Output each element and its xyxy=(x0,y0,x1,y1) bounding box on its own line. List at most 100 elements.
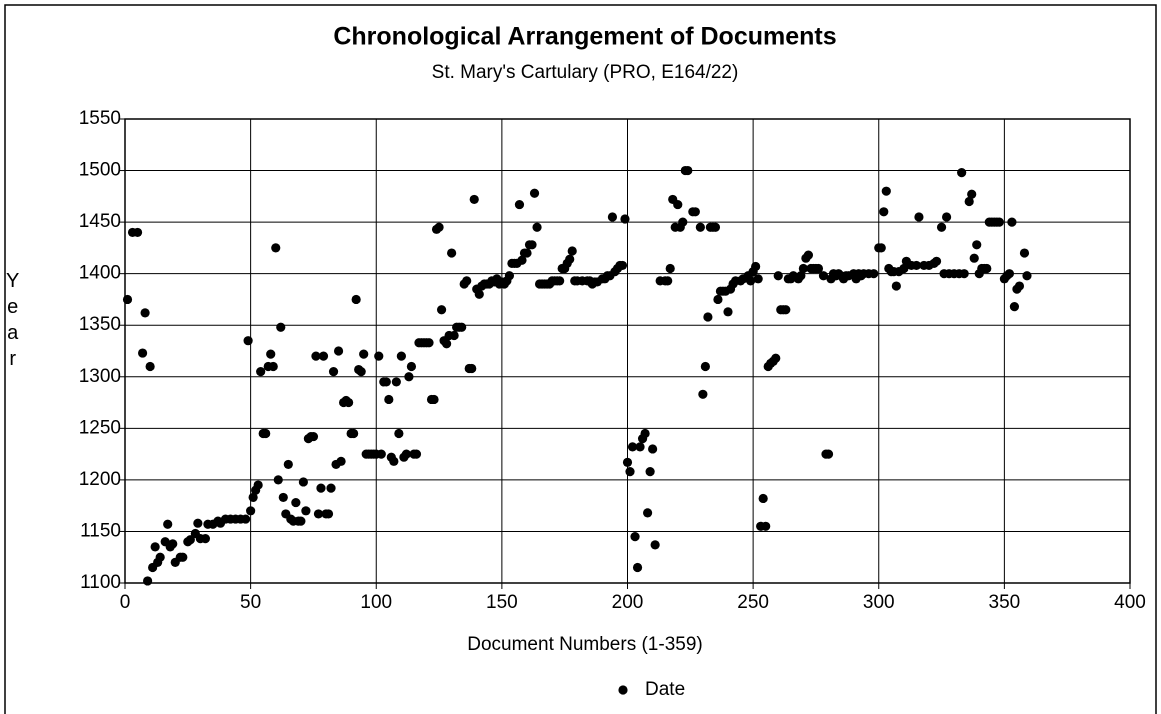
frame xyxy=(4,4,1157,714)
data-point xyxy=(301,506,311,516)
data-point xyxy=(567,246,577,256)
data-point xyxy=(632,562,643,573)
data-point xyxy=(967,189,977,199)
data-point xyxy=(132,227,143,238)
data-point xyxy=(163,519,173,529)
data-point xyxy=(406,361,417,372)
data-point xyxy=(1014,281,1025,291)
data-point xyxy=(713,294,723,305)
data-point xyxy=(256,367,266,377)
data-point xyxy=(429,394,439,405)
chart-title: Chronological Arrangement of Documents xyxy=(333,23,836,51)
data-point xyxy=(253,480,263,490)
data-point xyxy=(695,222,705,232)
data-point xyxy=(1022,271,1032,281)
data-point xyxy=(243,336,253,346)
x-tick-label: 0 xyxy=(120,592,131,613)
data-point xyxy=(640,428,650,439)
data-point xyxy=(140,308,150,318)
data-point xyxy=(700,361,710,372)
x-tick-label: 250 xyxy=(737,592,769,613)
data-point xyxy=(266,349,276,359)
data-point xyxy=(803,250,814,260)
data-point xyxy=(434,222,444,232)
data-point xyxy=(710,222,721,232)
data-point xyxy=(246,506,256,516)
chart-subtitle: St. Mary's Cartulary (PRO, E164/22) xyxy=(432,62,739,83)
data-point xyxy=(914,212,924,222)
data-point xyxy=(326,483,336,493)
x-tick-label: 200 xyxy=(612,592,644,613)
data-point xyxy=(424,338,434,348)
data-point xyxy=(1007,217,1017,227)
data-point xyxy=(155,552,165,562)
data-point xyxy=(643,508,653,518)
data-point xyxy=(761,521,771,531)
data-point xyxy=(620,214,630,224)
data-point xyxy=(555,276,565,286)
data-point xyxy=(122,294,133,305)
data-point xyxy=(650,540,660,550)
data-point xyxy=(462,276,472,286)
data-point xyxy=(442,339,452,349)
data-point xyxy=(248,492,258,503)
y-tick-label: 1250 xyxy=(79,417,121,438)
data-point xyxy=(957,168,967,178)
data-point xyxy=(645,467,655,477)
data-point xyxy=(298,477,308,487)
legend-marker xyxy=(618,685,628,695)
data-point xyxy=(178,552,188,562)
data-point xyxy=(517,255,527,265)
data-point xyxy=(356,367,366,377)
data-point xyxy=(261,428,271,439)
data-point xyxy=(781,305,791,315)
data-point xyxy=(746,276,756,286)
data-point xyxy=(474,289,484,299)
data-point xyxy=(271,243,281,253)
data-point xyxy=(532,222,542,232)
data-point xyxy=(625,467,635,477)
x-tick-label: 400 xyxy=(1114,592,1146,613)
x-tick-label: 350 xyxy=(989,592,1021,613)
data-point xyxy=(276,322,286,332)
data-point xyxy=(869,269,879,279)
data-point xyxy=(891,281,901,291)
data-point xyxy=(411,449,422,459)
data-point xyxy=(941,212,952,222)
data-point xyxy=(673,199,683,210)
data-point xyxy=(972,240,982,250)
x-tick-label: 100 xyxy=(360,592,392,613)
data-point xyxy=(753,274,763,284)
legend-label: Date xyxy=(645,679,685,700)
data-point xyxy=(607,212,618,222)
data-point xyxy=(145,361,155,372)
data-point xyxy=(1009,302,1020,312)
data-point xyxy=(328,367,339,377)
data-point xyxy=(723,307,733,317)
data-point xyxy=(457,322,467,332)
data-point xyxy=(447,248,457,258)
data-point xyxy=(522,248,532,258)
data-point xyxy=(504,271,515,281)
data-point xyxy=(467,363,477,374)
data-point xyxy=(565,254,575,264)
data-point xyxy=(879,207,889,217)
y-tick-label: 1500 xyxy=(79,160,121,181)
data-point xyxy=(698,389,708,399)
data-point xyxy=(617,260,628,271)
y-tick-label: 1300 xyxy=(79,366,121,387)
data-point xyxy=(336,456,346,466)
data-point xyxy=(796,271,806,281)
y-tick-label: 1450 xyxy=(79,211,121,232)
data-point xyxy=(630,532,640,542)
data-point xyxy=(449,330,459,341)
data-point xyxy=(936,222,947,232)
data-point xyxy=(376,449,386,459)
data-point xyxy=(823,449,834,459)
data-point xyxy=(994,217,1004,227)
data-point xyxy=(899,263,909,274)
data-point xyxy=(663,276,673,286)
x-tick-label: 300 xyxy=(863,592,895,613)
data-point xyxy=(469,194,479,205)
